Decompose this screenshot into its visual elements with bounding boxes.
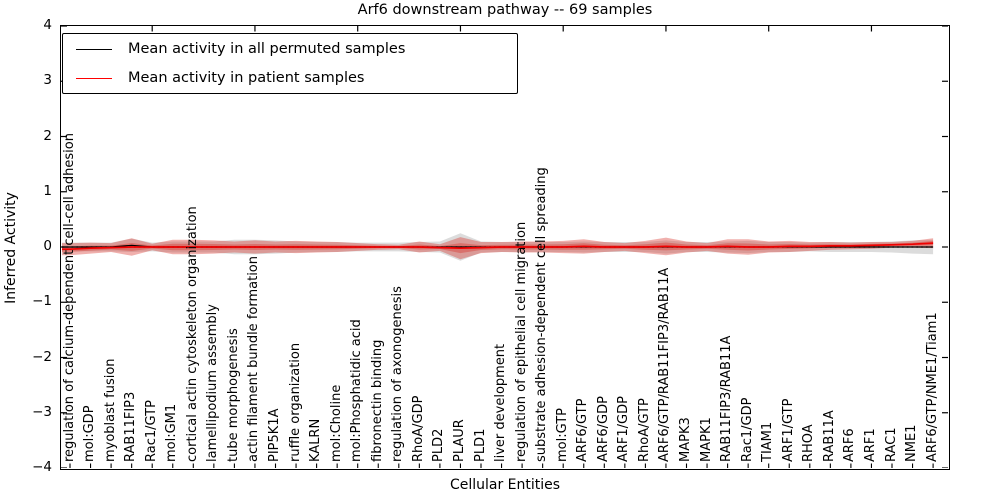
- x-tick-label: RAB11FIP3: [123, 391, 139, 462]
- x-tick-label: RhoA/GTP: [636, 398, 652, 462]
- x-tick-label: mol:GM1: [164, 403, 180, 462]
- x-tick-label: RHOA: [801, 424, 817, 462]
- x-tick-label: RAB11FIP3/RAB11A: [719, 335, 735, 462]
- y-tick-label: 0: [43, 238, 52, 254]
- x-tick-label: RAC1: [883, 427, 899, 462]
- x-tick-label: regulation of calcium-dependent cell-cel…: [61, 133, 77, 462]
- x-tick-label: KALRN: [308, 418, 324, 462]
- x-tick-label: TIAM1: [760, 421, 776, 462]
- x-tick-label: regulation of epithelial cell migration: [513, 221, 529, 462]
- y-axis-label: Inferred Activity: [3, 192, 19, 304]
- x-axis-label: Cellular Entities: [449, 477, 561, 493]
- x-tick-label: mol:Phosphatidic acid: [349, 319, 365, 462]
- y-tick-label: −4: [32, 459, 52, 475]
- plot-area: [60, 25, 950, 470]
- x-tick-label: fibronectin binding: [369, 339, 385, 462]
- y-tick-label: 4: [43, 17, 52, 33]
- x-tick-label: ARF6/GDP: [595, 396, 611, 462]
- x-tick-label: PLAUR: [451, 419, 467, 462]
- x-tick-label: mol:GDP: [82, 405, 98, 462]
- legend-label-permuted: Mean activity in all permuted samples: [128, 41, 406, 57]
- legend-item-patient: Mean activity in patient samples: [63, 64, 517, 93]
- x-tick-label: myoblast fusion: [102, 358, 118, 462]
- x-tick-label: MAPK1: [698, 417, 714, 462]
- x-tick-label: ARF1/GTP: [780, 398, 796, 462]
- legend-item-permuted: Mean activity in all permuted samples: [63, 35, 517, 64]
- chart-title: Arf6 downstream pathway -- 69 samples: [357, 2, 653, 18]
- x-tick-label: substrate adhesion-dependent cell spread…: [534, 167, 550, 462]
- patient-mean-line: [62, 242, 934, 251]
- x-tick-label: RhoA/GDP: [410, 395, 426, 462]
- x-tick-label: mol:GTP: [554, 408, 570, 462]
- y-tick-label: −1: [32, 293, 52, 310]
- x-tick-label: ARF1/GDP: [616, 396, 632, 462]
- x-tick-label: liver development: [493, 343, 509, 462]
- y-tick-label: 2: [43, 127, 52, 144]
- legend-label-patient: Mean activity in patient samples: [128, 70, 365, 86]
- legend: Mean activity in all permuted samples Me…: [62, 33, 518, 94]
- x-tick-label: ARF6/GTP/NME1/Tiam1: [924, 312, 940, 462]
- x-tick-label: PIP5K1A: [267, 408, 282, 462]
- x-tick-label: regulation of axonogenesis: [390, 286, 406, 462]
- x-tick-label: tube morphogenesis: [225, 328, 241, 462]
- x-tick-label: ARF6/GTP/RAB11FIP3/RAB11A: [657, 267, 673, 462]
- x-tick-label: ruffle organization: [287, 342, 303, 462]
- x-tick-label: ARF6: [842, 428, 858, 462]
- x-tick-label: Rac1/GDP: [739, 397, 755, 462]
- y-tick-label: 1: [43, 182, 52, 199]
- x-tick-label: ARF1: [862, 428, 878, 462]
- x-tick-label: actin filament bundle formation: [246, 256, 262, 462]
- x-tick-label: lamellipodium assembly: [205, 304, 221, 462]
- x-tick-label: PLD1: [472, 428, 488, 462]
- y-tick-label: 3: [43, 72, 52, 89]
- x-tick-label: mol:Choline: [328, 384, 344, 462]
- x-tick-label: Rac1/GTP: [143, 400, 159, 462]
- x-tick-label: cortical actin cytoskeleton organization: [184, 206, 200, 462]
- x-tick-label: RAB11A: [821, 410, 837, 462]
- y-tick-label: −2: [32, 348, 52, 365]
- y-tick-label: −3: [32, 403, 52, 420]
- legend-line-patient: [76, 77, 112, 79]
- x-tick-label: ARF6/GTP: [575, 398, 591, 462]
- chart-svg: [61, 26, 948, 468]
- x-tick-label: MAPK3: [678, 417, 693, 462]
- band-1-patient: [62, 237, 934, 260]
- x-tick-label: PLD2: [431, 428, 447, 462]
- legend-line-permuted: [76, 48, 112, 50]
- x-tick-label: NME1: [904, 424, 920, 462]
